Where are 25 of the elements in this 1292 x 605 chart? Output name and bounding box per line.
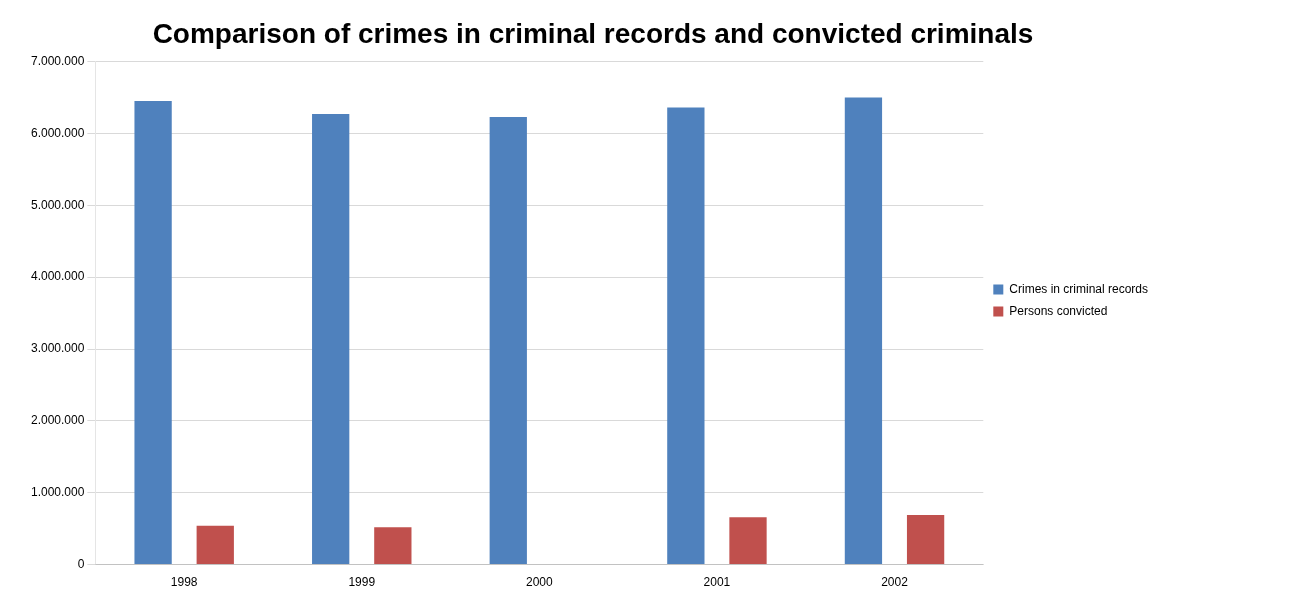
y-tick-label: 1.000.000	[30, 485, 85, 500]
bar	[667, 107, 705, 565]
legend-label: Crimes in criminal records	[1009, 281, 1149, 296]
y-tick-label: 3.000.000	[30, 341, 85, 356]
x-tick-label: 2000	[526, 575, 554, 590]
bar	[729, 517, 767, 565]
y-tick-label: 0	[77, 556, 85, 571]
y-tick-label: 5.000.000	[30, 197, 85, 212]
y-tick-label: 4.000.000	[30, 269, 85, 284]
y-tick-label: 7.000.000	[30, 53, 85, 68]
y-tick-label: 2.000.000	[30, 413, 85, 428]
x-tick-label: 1999	[348, 575, 376, 590]
bar	[906, 515, 945, 565]
bar	[134, 101, 172, 565]
bar	[489, 116, 527, 565]
bar	[312, 114, 350, 565]
legend-label: Persons convicted	[1009, 303, 1108, 318]
x-tick-label: 1998	[170, 575, 198, 590]
chart-title: Comparison of crimes in criminal records and convicted criminals	[152, 17, 1034, 49]
bar	[844, 97, 883, 565]
y-tick-label: 6.000.000	[30, 125, 85, 140]
bar	[196, 525, 234, 565]
bar	[374, 527, 412, 565]
x-tick-label: 2002	[881, 575, 909, 590]
x-tick-label: 2001	[703, 575, 731, 590]
